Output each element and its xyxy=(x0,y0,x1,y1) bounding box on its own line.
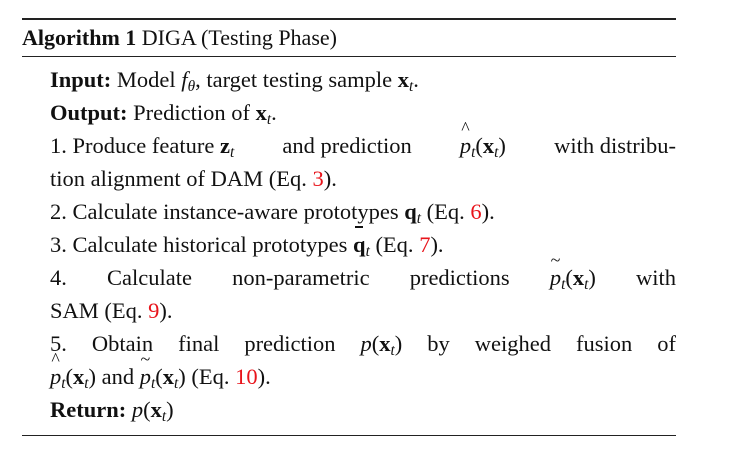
step-5-line-b: p ^ t(xt) and p ~ t(xt) (Eq. 10). xyxy=(50,349,676,393)
sample-symbol: x xyxy=(397,67,409,92)
step-3-text-c: ). xyxy=(430,232,444,257)
output-line: Output: Prediction of xt. xyxy=(50,100,277,128)
prototype-symbol: q xyxy=(404,199,417,224)
step-4-text-e: ). xyxy=(159,298,173,323)
input-keyword: Input: xyxy=(50,67,112,92)
hat-prediction-symbol: p ^ t(xt) xyxy=(50,349,96,392)
output-symbol: x xyxy=(255,100,267,125)
algorithm-label: Algorithm 1 xyxy=(22,25,137,50)
eq-ref-10[interactable]: 10 xyxy=(235,364,258,389)
model-symbol: fθ xyxy=(181,67,196,95)
step-4-word: non-parametric xyxy=(232,265,370,290)
input-line: Input: Model fθ, target testing sample x… xyxy=(50,67,419,95)
step-5-word: by xyxy=(427,331,450,356)
return-symbol: p(xt) xyxy=(131,397,174,425)
eq-ref-7[interactable]: 7 xyxy=(419,232,431,257)
step-1-text-d: tion alignment of DAM (Eq. xyxy=(50,166,307,191)
output-keyword: Output: xyxy=(50,100,128,125)
step-5-word: Obtain xyxy=(91,331,154,356)
return-keyword: Return: xyxy=(50,397,127,422)
step-4-line-b: SAM (Eq. 9). xyxy=(50,294,676,327)
step-3-text-b: (Eq. xyxy=(375,232,414,257)
tilde-prediction-symbol: p ~ t(xt) xyxy=(139,349,186,392)
step-4-line-a: 4. Calculate non-parametric predictions … xyxy=(50,250,676,294)
step-4-word: with xyxy=(635,265,676,290)
step-5-text-c: ). xyxy=(257,364,271,389)
step-4-text-d: SAM (Eq. xyxy=(50,298,143,323)
step-1-text-c: with distribu- xyxy=(554,133,676,158)
bottom-rule xyxy=(22,435,676,437)
step-4-word: predictions xyxy=(409,265,510,290)
step-2-text-b: (Eq. xyxy=(426,199,465,224)
historical-prototype-symbol: q xyxy=(353,226,366,261)
step-5-and: and xyxy=(101,364,135,389)
step-1-text-b: and prediction xyxy=(282,133,412,158)
step-5-text-b: (Eq. xyxy=(191,364,230,389)
input-model-text: Model xyxy=(116,67,176,92)
step-5-word: final xyxy=(178,331,220,356)
step-1-text-e: ). xyxy=(323,166,337,191)
step-1-line-a: 1. Produce feature zt and prediction p ^ t… xyxy=(50,118,676,161)
step-1-text: 1. Produce feature xyxy=(50,133,215,158)
feature-symbol: z xyxy=(219,133,230,158)
step-5-number: 5. xyxy=(50,331,67,356)
eq-ref-3[interactable]: 3 xyxy=(312,166,324,191)
return-line: Return: p(xt) xyxy=(50,393,676,426)
nonparam-prediction-symbol: p ~ t(xt) xyxy=(549,250,596,293)
step-1-line-b: tion alignment of DAM (Eq. 3). xyxy=(50,162,676,195)
eq-ref-9[interactable]: 9 xyxy=(148,298,160,323)
algorithm-title: DIGA (Testing Phase) xyxy=(141,25,337,50)
step-3-text: 3. Calculate historical prototypes xyxy=(50,232,348,257)
step-4-number: 4. xyxy=(50,265,67,290)
step-5-word: weighed xyxy=(474,331,551,356)
final-prediction-symbol: p(xt) xyxy=(360,331,403,359)
output-text: Prediction of xyxy=(133,100,251,125)
step-5-word: of xyxy=(657,331,676,356)
eq-ref-6[interactable]: 6 xyxy=(470,199,482,224)
input-sample-text: , target testing sample xyxy=(195,67,393,92)
step-2-line: 2. Calculate instance-aware prototypes q… xyxy=(50,199,495,227)
step-2-text: 2. Calculate instance-aware prototypes xyxy=(50,199,399,224)
step-5-word: fusion xyxy=(575,331,633,356)
step-5-word: prediction xyxy=(244,331,336,356)
step-2-text-c: ). xyxy=(481,199,495,224)
algorithm-body: Input: Model fθ, target testing sample x… xyxy=(50,63,676,426)
step-5-line-a: 5. Obtain final prediction p(xt) by weig… xyxy=(50,327,676,360)
algorithm-caption: Algorithm 1 DIGA (Testing Phase) xyxy=(22,25,337,51)
top-rule xyxy=(22,18,676,20)
step-4-word: Calculate xyxy=(107,265,192,290)
prediction-symbol: p ^ t(xt) xyxy=(459,118,506,161)
caption-rule xyxy=(22,56,676,58)
